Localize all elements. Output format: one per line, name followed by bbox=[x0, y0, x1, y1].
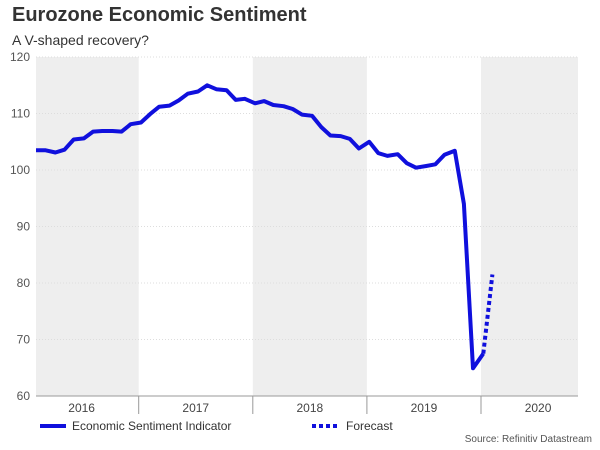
chart-title: Eurozone Economic Sentiment bbox=[12, 4, 307, 26]
y-tick-label: 100 bbox=[10, 163, 30, 177]
series-lines bbox=[36, 83, 495, 371]
y-axis: 60 70 80 90 100 110 120 bbox=[10, 50, 30, 403]
x-tick-label-2020: 2020 bbox=[525, 401, 552, 415]
series-line-0 bbox=[36, 83, 485, 371]
series-line-1 bbox=[481, 274, 495, 354]
legend: Economic Sentiment Indicator Forecast bbox=[40, 419, 393, 433]
source-note: Source: Refinitiv Datastream bbox=[464, 434, 592, 445]
y-tick-label: 90 bbox=[17, 220, 31, 234]
x-tick-label-2016: 2016 bbox=[68, 401, 95, 415]
x-tick-label-2018: 2018 bbox=[297, 401, 324, 415]
y-tick-label: 70 bbox=[17, 333, 31, 347]
y-tick-label: 110 bbox=[11, 107, 30, 121]
legend-label-1: Forecast bbox=[346, 419, 393, 433]
chart-subtitle: A V-shaped recovery? bbox=[12, 32, 149, 48]
y-tick-label: 80 bbox=[17, 276, 31, 290]
x-tick-label-2017: 2017 bbox=[182, 401, 209, 415]
x-tick-label-2019: 2019 bbox=[411, 401, 438, 415]
y-tick-label: 60 bbox=[17, 389, 31, 403]
y-tick-label: 120 bbox=[10, 50, 30, 64]
x-axis: 2016 2017 2018 2019 2020 bbox=[36, 395, 578, 415]
legend-label-0: Economic Sentiment Indicator bbox=[72, 419, 231, 433]
